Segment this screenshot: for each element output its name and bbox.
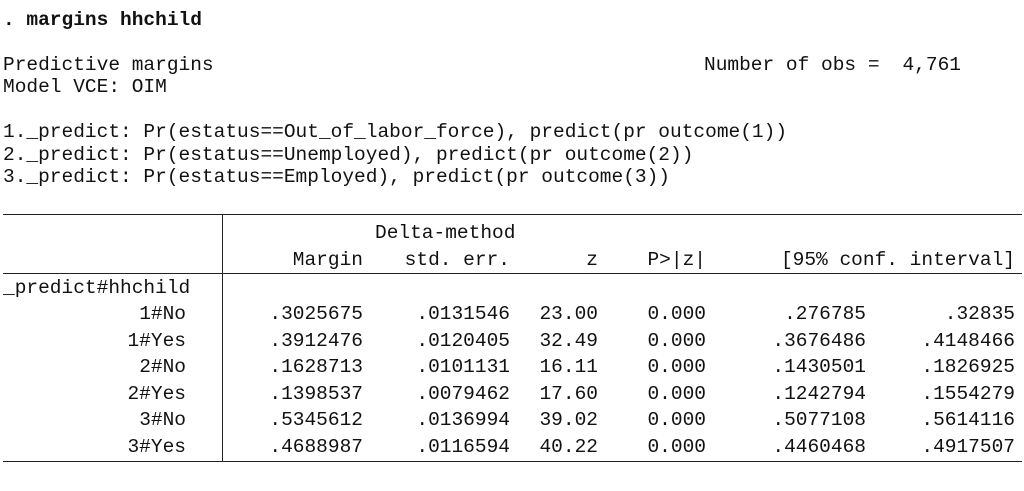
table-cell: .4688987 (269, 436, 363, 458)
table-cell: .5614116 (921, 409, 1015, 432)
table-cell: .1628713 (269, 356, 363, 379)
table-cell: 0.000 (647, 382, 706, 405)
table-cell: .0079462 (416, 382, 510, 405)
obs-label: Number of obs = (704, 54, 880, 76)
table-divider (222, 214, 223, 461)
obs-value: 4,761 (902, 54, 961, 76)
table-cell: 16.11 (539, 356, 598, 379)
table-cell: 17.60 (539, 382, 598, 405)
table-cell: .0116594 (416, 436, 510, 458)
column-header: z (586, 249, 598, 271)
predict-note: 1._predict: Pr(estatus==Out_of_labor_for… (3, 121, 788, 143)
table-cell: .4917507 (921, 436, 1015, 458)
table-cell: 0.000 (647, 409, 706, 432)
table-cell: .4460468 (772, 436, 866, 458)
table-cell: 0.000 (647, 436, 706, 458)
table-cell: 40.22 (539, 436, 598, 458)
table-cell: 32.49 (539, 329, 598, 352)
table-cell: .0120405 (416, 329, 510, 352)
row-label: 2#No (139, 356, 186, 379)
table-cell: .3676486 (772, 329, 866, 352)
table-cell: .1826925 (921, 356, 1015, 379)
table-cell: 0.000 (647, 329, 706, 352)
header-top: Delta-method (375, 222, 516, 244)
table-cell: .3025675 (269, 303, 363, 325)
table-cell: .5345612 (269, 409, 363, 432)
table-cell: .0136994 (416, 409, 510, 432)
row-label: 3#Yes (127, 436, 186, 458)
predict-note: 3._predict: Pr(estatus==Employed), predi… (3, 166, 671, 188)
table-cell: .0131546 (416, 303, 510, 325)
table-cell: .32835 (944, 303, 1015, 325)
table-cell: .1242794 (772, 382, 866, 405)
column-header: P>|z| (647, 249, 706, 271)
table-cell: 23.00 (539, 303, 598, 325)
table-cell: .1398537 (269, 382, 363, 405)
row-label: 1#Yes (127, 329, 186, 352)
row-label: 2#Yes (127, 382, 186, 405)
row-label: 3#No (139, 409, 186, 432)
table-cell: .1554279 (921, 382, 1015, 405)
table-cell: .5077108 (772, 409, 866, 432)
column-header: std. err. (404, 249, 510, 271)
group-label: _predict#hhchild (3, 277, 191, 299)
table-bottom-rule (3, 461, 1022, 462)
vce-line: Model VCE: OIM (3, 76, 167, 98)
table-cell: 0.000 (647, 356, 706, 379)
table-cell: .4148466 (921, 329, 1015, 352)
command-line: . margins hhchild (3, 9, 202, 31)
table-cell: 39.02 (539, 409, 598, 432)
table-cell: .0101131 (416, 356, 510, 379)
table-top-rule (3, 214, 1022, 215)
predict-note: 2._predict: Pr(estatus==Unemployed), pre… (3, 143, 694, 166)
table-cell: .1430501 (772, 356, 866, 379)
row-label: 1#No (139, 303, 186, 325)
column-header: Margin (292, 249, 363, 271)
column-header: [95% conf. interval] (780, 249, 1015, 271)
output-title: Predictive margins (3, 54, 214, 76)
table-cell: .3912476 (269, 329, 363, 352)
table-header-rule (3, 273, 1022, 274)
table-cell: 0.000 (647, 303, 706, 325)
table-cell: .276785 (784, 303, 866, 325)
